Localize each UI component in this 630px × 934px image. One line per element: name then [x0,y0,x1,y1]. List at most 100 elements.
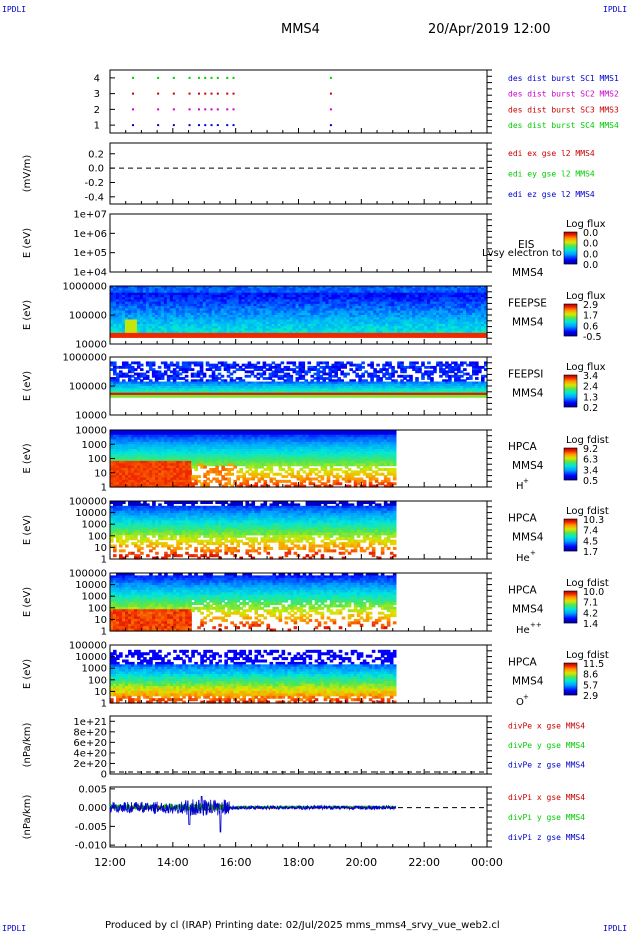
feepse-cell [157,310,162,314]
feepse-cell [214,321,219,325]
feepse-cell [265,288,270,292]
feepsi-cell [202,386,207,389]
feepse-cell [403,326,407,329]
feepsi-cell [385,386,389,389]
burst-interval-mark [131,92,134,95]
feepse-cell [229,297,234,300]
feepse-cell [112,286,117,289]
feepse-cell [262,299,267,303]
feepsi-cell [250,370,255,374]
feepse-cell [250,306,255,309]
feepse-cell [436,315,440,318]
feepse-cell [391,292,395,296]
feepsi-cell [220,383,225,387]
feepsi-cell [361,383,365,387]
feepse-cell [232,319,237,323]
feepse-cell [235,310,240,314]
feepse-cell [481,317,485,321]
feepsi-cell [187,368,192,371]
feepsi-cell [454,390,458,394]
feepsi-cell [391,388,395,392]
feepsi-cell [283,368,288,371]
feepse-cell [217,310,222,314]
feepse-cell [301,310,306,314]
feepse-cell [364,297,368,300]
feepse-cell [124,312,129,316]
feepse-colorbar-band [564,310,577,312]
feepsi-cell [157,383,162,387]
feepse-cell [217,335,222,338]
feepsi-cell [373,388,377,392]
feepsi-cell [178,388,183,392]
feepse-cell [421,321,425,325]
feepse-cell [181,312,186,316]
feepse-cell [331,312,336,316]
feepsi-cell [163,365,168,369]
feepsi-cell [310,379,315,383]
feepse-cell [472,306,476,309]
feepse-cell [430,286,434,289]
feepse-cell [346,290,350,294]
feepsi-cell [124,390,129,394]
feepsi-cell [229,363,234,367]
feepse-cell [448,308,452,312]
feepse-cell [412,330,416,334]
feepse-cell [202,294,207,298]
feepsi-cell [424,383,428,387]
feepsi-cell [352,386,356,389]
feepse-cell [238,330,243,334]
feepse-cell [211,292,216,296]
feepse-cell [172,330,177,334]
feepse-cell [343,328,347,332]
feepse-cell [256,319,261,323]
feepse-cell [409,306,413,309]
feepsi-cell [325,361,330,365]
feepse-cell [337,294,341,298]
feepse-cell [205,321,210,325]
feepse-colorbar-band [564,315,577,317]
feepsi-cell [337,363,341,367]
feepse-cell [442,335,446,338]
feepsi-cell [223,379,228,383]
burst-interval-mark [131,124,134,127]
feepse-cell [208,306,213,309]
feepse-cell [406,312,410,316]
feepse-cell [361,306,365,309]
feepsi-cell [157,374,162,378]
feepse-cell [244,315,249,318]
feepse-cell [478,328,482,332]
feepse-cell [205,297,210,300]
feepse-cell [349,294,353,298]
feepse-cell [376,299,380,303]
feepse-cell [463,299,467,303]
feepse-cell [466,299,470,303]
feepse-cell [214,301,219,305]
feepse-cell [130,317,135,321]
feepse-cell [256,310,261,314]
feepse-cell [340,321,344,325]
feepsi-cell [361,379,365,383]
feepsi-cell [259,390,264,394]
feepsi-cell [253,394,258,398]
feepse-cell [115,319,120,323]
feepse-cell [118,328,123,332]
feepse-cell [349,317,353,321]
feepse-cell [262,328,267,332]
feepsi-cell [163,361,168,365]
feepsi-cell [403,365,407,369]
feepse-cell [388,310,392,314]
feepse-cell [484,290,488,294]
feepsi-cell [352,388,356,392]
feepse-cell [232,315,237,318]
feepse-cell [448,306,452,309]
feepse-cell [238,332,243,336]
feepse-cell [403,310,407,314]
feepsi-cell [445,379,449,383]
feepse-cell [124,288,129,292]
feepsi-cell [199,368,204,371]
feepse-cell [217,328,222,332]
feepsi-cell [328,372,333,376]
eis-colorbar-band [564,245,577,247]
feepse-cell [178,319,183,323]
feepse-cell [316,294,321,298]
